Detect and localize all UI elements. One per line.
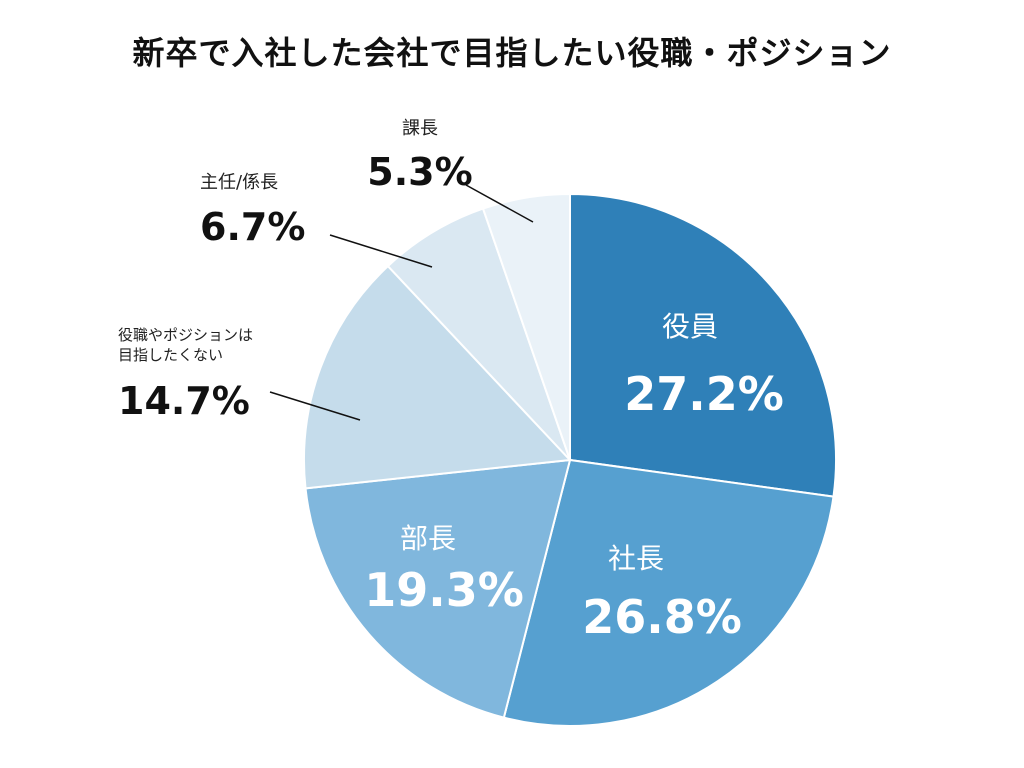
slice-value-section-manager: 5.3%	[367, 150, 472, 194]
slice-value-president: 26.8%	[582, 590, 742, 644]
slice-officer	[569, 192, 837, 498]
chart-title: 新卒で入社した会社で目指したい役職・ポジション	[132, 34, 892, 72]
slice-no-position	[303, 264, 573, 490]
slice-label-no-position-line1: 役職やポジションは	[118, 326, 253, 344]
slice-label-chief-section-chief: 主任/係長	[200, 172, 278, 193]
slice-chief-section-chief	[386, 207, 571, 461]
slices-layer	[303, 192, 837, 727]
leader-line-chief-section-chief	[329, 234, 433, 268]
slice-label-president: 社長	[608, 542, 664, 575]
slice-value-general-manager: 19.3%	[364, 563, 524, 617]
slice-value-chief-section-chief: 6.7%	[200, 205, 305, 249]
slice-label-section-manager: 課長	[402, 118, 438, 139]
slice-general-manager	[304, 458, 572, 719]
slice-value-officer: 27.2%	[624, 367, 784, 421]
slice-label-officer: 役員	[662, 310, 718, 343]
slice-value-no-position: 14.7%	[118, 379, 250, 423]
leader-lines-layer	[269, 184, 534, 421]
slice-label-general-manager: 部長	[400, 522, 456, 555]
slice-president	[502, 458, 835, 727]
slice-section-manager	[481, 192, 571, 461]
slice-label-no-position-line2: 目指したくない	[118, 346, 223, 364]
leader-line-section-manager	[465, 184, 534, 223]
leader-line-no-position	[269, 391, 361, 421]
